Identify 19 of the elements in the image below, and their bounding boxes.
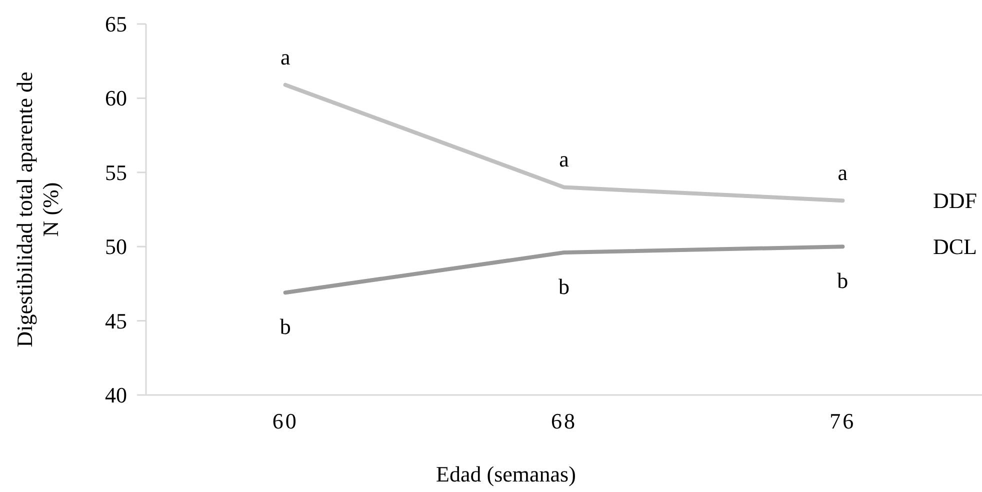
x-tick-label: 60 (272, 408, 298, 434)
text: DDF (933, 188, 978, 214)
x-tick-label: 76 (830, 408, 856, 434)
y-tick-label: 60 (105, 86, 127, 111)
y-tick-label: 65 (105, 12, 127, 36)
annotation: a (838, 160, 848, 186)
y-axis-title: Digestibilidad total aparente de N (%) (12, 72, 63, 348)
y-tick-label: 50 (105, 234, 127, 260)
x-tick-label: 68 (551, 408, 577, 434)
y-tick-label: 55 (105, 160, 127, 185)
annotation: a (559, 146, 570, 172)
y-tick-label: 45 (105, 308, 127, 334)
x-axis-title: Edad (semanas) (436, 462, 576, 486)
annotation: b (837, 268, 848, 294)
y-tick-label: 40 (105, 382, 127, 408)
annotation: b (280, 314, 291, 340)
annotation: b (558, 274, 570, 300)
text: DCL (933, 234, 977, 260)
annotation: a (280, 44, 290, 70)
